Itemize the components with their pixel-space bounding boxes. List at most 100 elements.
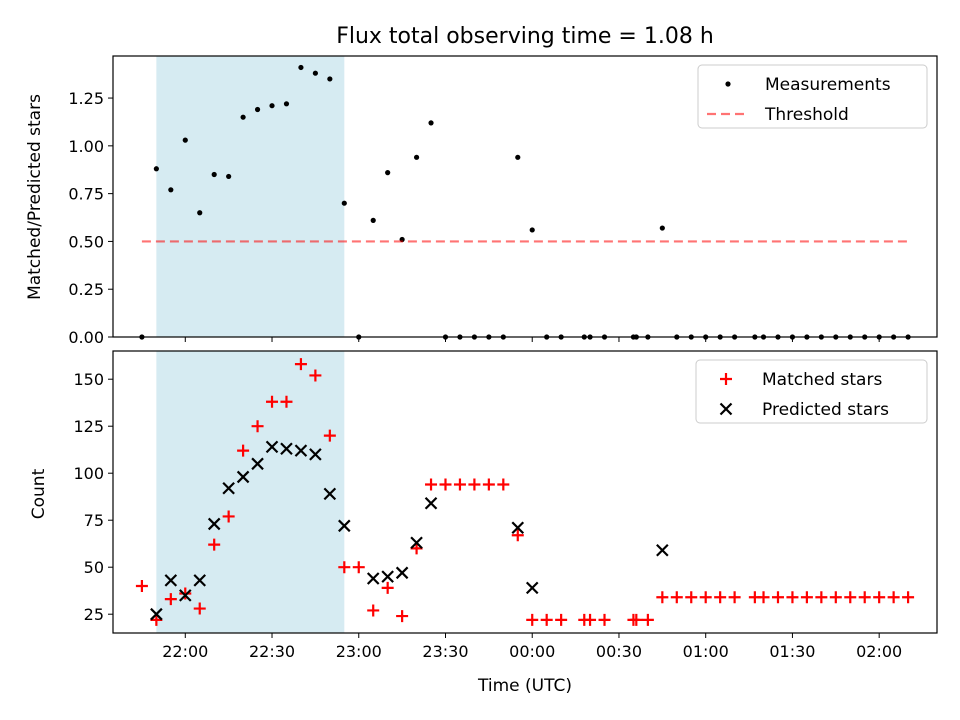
x-axis-label: Time (UTC)	[477, 676, 572, 696]
x-tick-label: 22:00	[162, 642, 208, 661]
x-tick-label: 02:00	[856, 642, 902, 661]
measurement-point	[283, 101, 290, 107]
matched-star-marker	[381, 581, 394, 594]
predicted-star-marker	[265, 440, 279, 454]
matched-star-marker	[598, 613, 611, 626]
matched-star-marker	[453, 478, 466, 491]
predicted-star-marker	[193, 574, 207, 587]
matched-star-marker	[352, 561, 365, 574]
y-tick-label: 0.75	[68, 185, 104, 204]
matched-star-marker	[367, 604, 380, 617]
matched-star-marker	[410, 542, 423, 555]
predicted-star-marker	[525, 581, 539, 595]
matched-star-marker	[294, 358, 307, 371]
matched-star-marker	[511, 529, 524, 542]
matched-star-marker	[670, 591, 683, 604]
matched-star-marker	[526, 613, 539, 626]
predicted-star-marker	[511, 521, 525, 534]
y-tick-label: 1.00	[68, 137, 104, 156]
predicted-star-marker	[381, 570, 394, 583]
matched-star-marker	[237, 444, 250, 457]
matched-star-marker	[179, 587, 192, 600]
x-tick-label: 23:00	[336, 642, 382, 661]
matched-star-marker	[757, 591, 770, 604]
x-tick-label: 23:30	[422, 642, 468, 661]
matched-star-marker	[887, 591, 900, 604]
predicted-star-marker	[280, 442, 293, 456]
matched-star-marker	[771, 591, 784, 604]
measurement-point	[413, 154, 420, 160]
matched-star-marker	[280, 395, 293, 408]
legend-measurement-marker	[725, 81, 731, 87]
y-tick-label: 25	[84, 605, 104, 624]
measurement-point	[515, 154, 521, 160]
measurement-point	[153, 166, 159, 172]
x-tick-label: 01:00	[683, 642, 729, 661]
predicted-star-marker	[164, 574, 178, 587]
y-tick-label: 0.25	[68, 280, 104, 299]
legend-predicted-marker	[719, 402, 733, 416]
predicted-star-marker	[395, 566, 409, 580]
x-tick-label: 22:30	[249, 642, 295, 661]
measurement-point	[428, 120, 434, 126]
legend-box	[695, 359, 928, 424]
predicted-star-marker	[424, 497, 438, 510]
measurement-point	[327, 76, 333, 82]
predicted-star-marker	[338, 519, 351, 533]
matched-star-marker	[208, 538, 221, 551]
matched-star-marker	[873, 591, 886, 604]
measurement-point	[168, 187, 174, 193]
matched-star-marker	[815, 591, 828, 604]
matched-star-marker	[641, 613, 654, 626]
matched-star-marker	[468, 478, 481, 491]
y-tick-label: 0.50	[68, 232, 104, 251]
measurement-point	[312, 70, 318, 76]
legend-matched-marker	[720, 373, 732, 385]
predicted-star-marker	[179, 589, 192, 602]
y-tick-label: 50	[84, 558, 104, 577]
chart-title: Flux total observing time = 1.08 h	[336, 24, 714, 49]
predicted-star-marker	[236, 470, 250, 484]
measurement-point	[341, 200, 347, 206]
measurement-point	[211, 171, 217, 178]
predicted-star-marker	[323, 487, 337, 501]
y-tick-label: 75	[84, 511, 104, 530]
matched-star-marker	[309, 369, 322, 382]
measurement-point	[254, 106, 261, 113]
predicted-star-marker	[207, 517, 221, 531]
observing-window-shade	[156, 351, 345, 633]
predicted-star-marker	[410, 536, 423, 550]
matched-star-marker	[540, 613, 553, 626]
measurement-point	[370, 217, 376, 223]
matched-star-marker	[656, 591, 669, 604]
measurement-point	[529, 227, 535, 233]
matched-star-marker	[699, 591, 712, 604]
legend-label: Measurements	[765, 75, 891, 95]
predicted-star-marker	[150, 607, 163, 621]
matched-star-marker	[630, 613, 643, 626]
predicted-star-marker	[294, 444, 308, 457]
matched-star-marker	[829, 591, 842, 604]
y-tick-label: 125	[73, 417, 104, 436]
measurement-point	[240, 114, 246, 120]
measurement-point	[197, 210, 203, 216]
matched-star-marker	[728, 591, 741, 604]
measurement-point	[659, 225, 665, 231]
matched-star-marker	[396, 610, 409, 623]
axes-frame	[112, 55, 938, 338]
matched-star-marker	[222, 510, 235, 523]
top-panel: 0.00 0.25 0.50 0.75 1.00 1.25 Measurements Thre…	[68, 55, 938, 347]
y-tick-label: 100	[73, 464, 104, 483]
matched-star-marker	[800, 591, 813, 604]
predicted-star-marker	[251, 457, 264, 471]
matched-star-marker	[164, 593, 177, 606]
predicted-star-marker	[222, 481, 235, 495]
legend: Matched stars Predicted stars	[695, 359, 928, 424]
measurement-point	[298, 64, 304, 71]
measurement-point	[269, 103, 275, 109]
legend-label: Predicted stars	[762, 400, 889, 420]
bottom-panel: 25 50 75 100 125 150 22:00 22:30 23:00 23:30 00:00…	[73, 350, 938, 661]
predicted-star-marker	[656, 544, 669, 557]
legend-label: Matched stars	[762, 370, 882, 390]
